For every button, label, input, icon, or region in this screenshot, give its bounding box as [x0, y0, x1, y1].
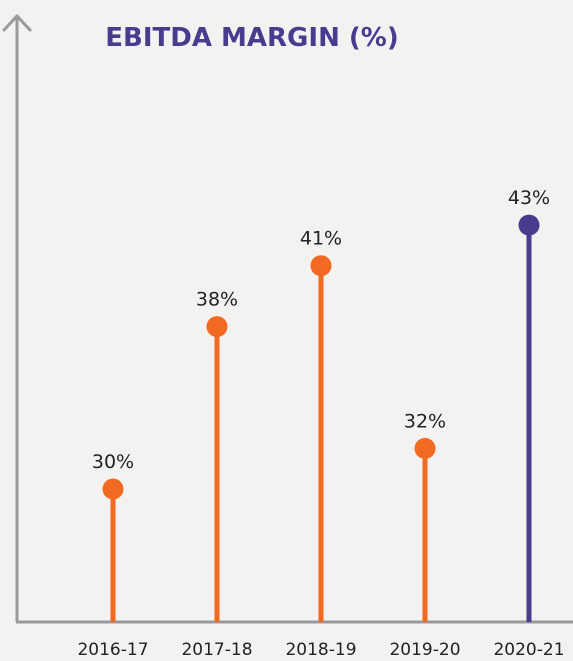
x-tick-label-2019-20: 2019-20 [389, 640, 460, 660]
chart-title: EBITDA MARGIN (%) [105, 23, 398, 53]
lollipop-dot-2019-20 [414, 437, 436, 459]
x-tick-label-2020-21: 2020-21 [493, 640, 564, 660]
data-label-2019-20: 32% [404, 410, 446, 432]
x-tick-label-2017-18: 2017-18 [181, 640, 252, 660]
x-tick-label-2018-19: 2018-19 [285, 640, 356, 660]
data-label-2017-18: 38% [196, 289, 238, 311]
lollipop-dot-2016-17 [102, 478, 124, 500]
lollipop-dot-2018-19 [310, 255, 332, 277]
lollipop-dot-2017-18 [206, 316, 228, 338]
data-label-2018-19: 41% [300, 228, 342, 250]
data-label-2020-21: 43% [508, 187, 550, 209]
data-label-2016-17: 30% [92, 451, 134, 473]
x-tick-label-2016-17: 2016-17 [77, 640, 148, 660]
lollipop-dot-2020-21 [518, 214, 540, 236]
chart-marks: 30% 2016-17 38% 2017-18 41% 2018-19 32% 2019-20… [77, 187, 564, 660]
y-axis-arrow-icon [2, 14, 32, 32]
